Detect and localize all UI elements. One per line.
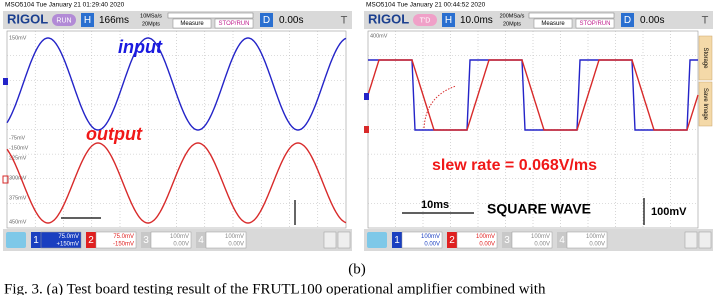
side-tab-label: Save Image	[702, 88, 708, 121]
channel-number: 3	[143, 235, 149, 246]
d-label: D	[624, 15, 631, 26]
channel-number: 1	[394, 235, 400, 246]
side-tab-label: Storage	[702, 47, 708, 69]
channel-scale: 100mV	[531, 234, 550, 240]
channel-scale: 100mV	[586, 234, 605, 240]
channel-offset: 0.00V	[589, 242, 605, 248]
brand: RIGOL	[368, 11, 409, 26]
channel-offset: -150mV	[113, 242, 134, 248]
channel-scale: 100mV	[421, 234, 440, 240]
scale-label: 300mV	[9, 175, 27, 181]
ch-marker	[364, 126, 369, 133]
memory: 20Mpts	[142, 21, 160, 27]
delay: 0.00s	[279, 15, 303, 26]
channel-offset: 0.00V	[424, 242, 440, 248]
channel-number: 4	[559, 235, 565, 246]
channel-offset: 0.00V	[228, 242, 244, 248]
scale-label: -150mV	[9, 145, 29, 151]
channel-number: 2	[449, 235, 455, 246]
timestamp: MSO5104 Tue January 21 01:29:40 2020	[5, 2, 125, 9]
trigger-strip	[168, 13, 253, 18]
annotation: slew rate = 0.068V/ms	[432, 157, 597, 174]
timebase: 166ms	[99, 15, 129, 26]
extra-btn	[699, 232, 711, 248]
figure-label: (b)	[348, 261, 366, 277]
channel-scale: 75.0mV	[113, 234, 134, 240]
status: RUN	[56, 17, 71, 24]
scope-screenshot: MSO5104 Tue January 21 01:29:40 2020 RIGO…	[3, 2, 352, 251]
page: (b) Fig. 3. (a) Test board testing resul…	[0, 0, 715, 295]
h-label: H	[84, 15, 91, 26]
measure: Measure	[180, 21, 204, 27]
channel-offset: +150mV	[56, 242, 79, 248]
channel-scale: 100mV	[476, 234, 495, 240]
scale-label: 375mV	[9, 195, 27, 201]
sample-rate: 200MSa/s	[500, 13, 525, 19]
menu-btn	[367, 232, 387, 248]
annotation: input	[118, 37, 163, 57]
channel-number: 1	[33, 235, 39, 246]
annotation: SQUARE WAVE	[487, 201, 591, 217]
timestamp: MSO5104 Tue January 21 00:44:52 2020	[366, 2, 486, 9]
trigger-strip	[529, 13, 614, 18]
scale-label: -75mV	[9, 135, 26, 141]
channel-number: 4	[198, 235, 204, 246]
delay: 0.00s	[640, 15, 664, 26]
annotation: output	[86, 124, 143, 144]
stop-run: STOP/RUN	[580, 21, 611, 27]
menu-btn	[6, 232, 26, 248]
channel-scale: 100mV	[225, 234, 244, 240]
scale-label: 450mV	[9, 219, 27, 225]
status: T'D	[420, 17, 431, 24]
ch-marker	[3, 78, 8, 85]
extra-btn	[324, 232, 336, 248]
channel-number: 3	[504, 235, 510, 246]
t-label: T	[341, 14, 348, 26]
channel-offset: 0.00V	[173, 242, 189, 248]
extra-btn	[338, 232, 350, 248]
memory: 20Mpts	[503, 21, 521, 27]
scale-label: 150mV	[9, 35, 27, 41]
d-label: D	[263, 15, 270, 26]
timebase: 10.0ms	[460, 15, 493, 26]
annotation: 100mV	[651, 206, 687, 218]
channel-scale: 75.0mV	[58, 234, 79, 240]
channel-number: 2	[88, 235, 94, 246]
measure: Measure	[541, 21, 565, 27]
h-label: H	[445, 15, 452, 26]
annotation: 10ms	[421, 199, 449, 211]
scope-screenshot: MSO5104 Tue January 21 00:44:52 2020 RIGO…	[364, 2, 713, 251]
caption: Fig. 3. (a) Test board testing result of…	[4, 281, 546, 295]
extra-btn	[685, 232, 697, 248]
t-label: T	[702, 14, 709, 26]
brand: RIGOL	[7, 11, 48, 26]
stop-run: STOP/RUN	[219, 21, 250, 27]
channel-scale: 100mV	[170, 234, 189, 240]
channel-offset: 0.00V	[479, 242, 495, 248]
scale-label: 400mV	[370, 33, 388, 39]
channel-offset: 0.00V	[534, 242, 550, 248]
ch-marker	[364, 93, 369, 100]
figure: (b) Fig. 3. (a) Test board testing resul…	[0, 0, 715, 295]
sample-rate: 10MSa/s	[140, 13, 162, 19]
